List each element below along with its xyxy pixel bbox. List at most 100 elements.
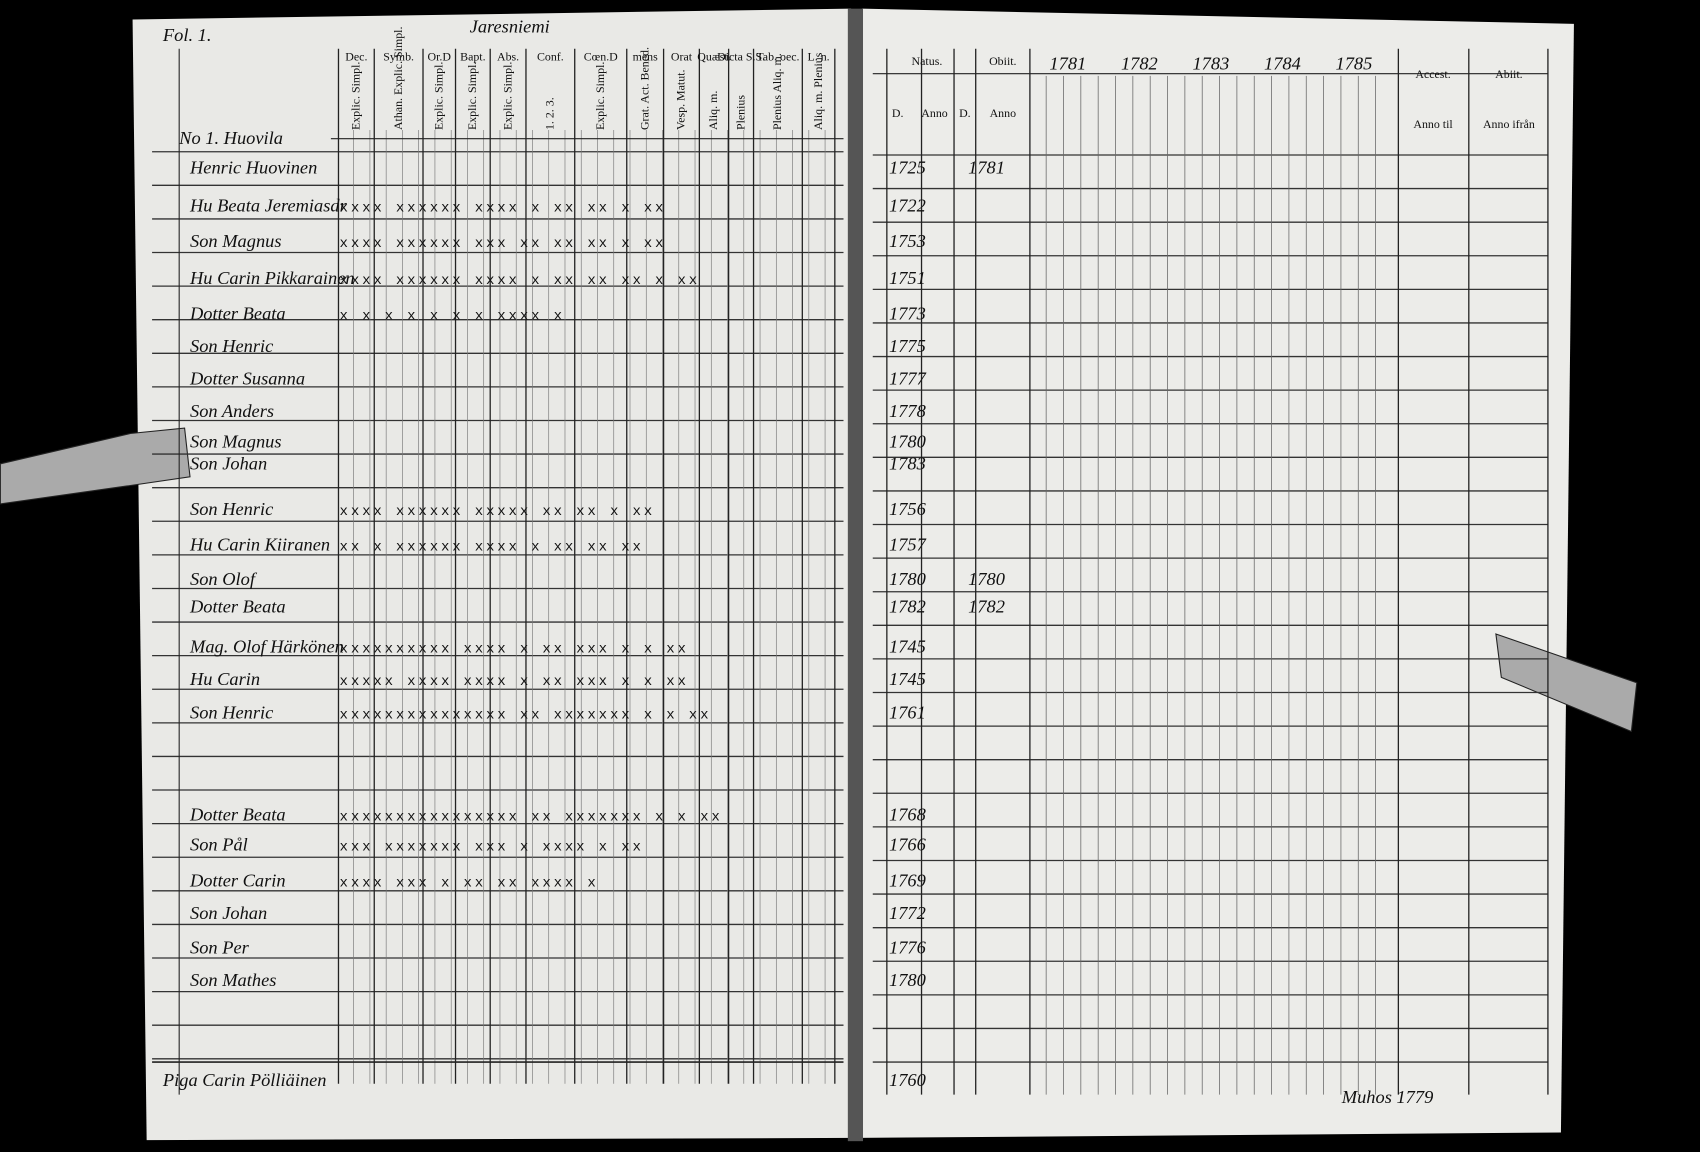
abiit: Abiit. — [1495, 67, 1522, 81]
column-sub: Explic. Simpl. — [465, 62, 479, 130]
anno-til: Anno til — [1413, 117, 1453, 131]
column-sub: Grat. Act. Bened. — [637, 47, 651, 130]
born: 1760 — [889, 1070, 926, 1090]
person-name: Son Johan — [190, 903, 267, 923]
died: 1781 — [968, 157, 1005, 177]
household: No 1. Huovila — [178, 128, 283, 148]
column-sub: Explic. Simpl. — [349, 62, 363, 130]
catechism-marks: xxxx xxx x xx xx xxxx x — [340, 875, 599, 891]
column-title: Orat — [671, 50, 693, 64]
born: 1745 — [889, 636, 926, 656]
column-sub: Explic. Simpl. — [593, 62, 607, 130]
person-name: Dotter Beata — [189, 304, 286, 324]
catechism-marks: xxxx xxxxxx xxxx x xx xx x xx — [340, 200, 667, 216]
column-title: Tab. oec. — [756, 50, 799, 64]
born: 1780 — [889, 569, 926, 589]
born: 1777 — [889, 369, 927, 389]
column-title: Abs. — [497, 50, 519, 64]
column-sub: Explic. Simpl. — [500, 62, 514, 130]
born: 1751 — [889, 268, 926, 288]
person-name: Hu Carin Kiiranen — [189, 535, 330, 555]
person-name: Son Johan — [190, 453, 267, 473]
column-title: Bapt. — [460, 50, 485, 64]
column-sub: Explic. Simpl. — [432, 62, 446, 130]
born: 1783 — [889, 453, 926, 473]
born: 1745 — [889, 669, 926, 689]
column-sub: Plenius — [733, 95, 747, 130]
column-title: Symb. — [383, 50, 414, 64]
column-sub: Aliq. m. — [706, 91, 720, 130]
person-name: Son Per — [190, 938, 250, 958]
person-name: Son Henric — [190, 703, 273, 723]
died-day: D. — [959, 106, 971, 120]
folio: Fol. 1. — [162, 25, 212, 45]
column-sub: Plenius Aliq. m. — [770, 53, 784, 130]
column-sub: 1. 2. 3. — [543, 97, 557, 130]
anno-ifran: Anno ifrån — [1483, 117, 1535, 131]
catechism-marks: xxx xxxxxxx xxx x xxxx x xx — [340, 840, 644, 856]
column-title: Or.D — [428, 50, 452, 64]
gutter — [847, 8, 864, 1142]
content: Dec.Explic. Simpl.Symb.Athan. Explic. Si… — [162, 27, 1372, 1090]
born: 1769 — [889, 870, 926, 890]
catechism-marks: xxxx xxxxxx xxx xx xx xx x xx — [340, 236, 667, 252]
village: Jaresniemi — [470, 17, 550, 37]
died: 1780 — [968, 569, 1005, 589]
born: 1772 — [889, 903, 926, 923]
born-day: D. — [892, 106, 904, 120]
person-name: Dotter Beata — [189, 596, 286, 616]
person-name: Dotter Beata — [189, 804, 286, 824]
person-name: Hu Carin Pikkarainen — [189, 268, 355, 288]
catechism-marks: xxxx xxxxxx xxxxx xx xx x xx — [340, 504, 655, 520]
person-name: Son Olof — [190, 569, 258, 589]
catechism-marks: xxxx xxxxxx xxxx x xx xx xx x xx — [340, 273, 701, 289]
column-title: L. n. — [807, 50, 829, 64]
born: 1775 — [889, 336, 926, 356]
right-page — [858, 8, 1574, 1138]
column-sub: Athan. Explic. Simpl. — [391, 27, 405, 131]
born: 1778 — [889, 401, 926, 421]
born: 1782 — [889, 596, 926, 616]
year-header: 1785 — [1336, 53, 1373, 73]
died-anno: Anno — [990, 106, 1017, 120]
person-name: Son Anders — [190, 401, 274, 421]
person-name: Son Magnus — [190, 231, 282, 251]
natus: Natus. — [912, 54, 943, 68]
column-title: Dec. — [345, 50, 367, 64]
person-name: Henric Huovinen — [189, 157, 317, 177]
born: 1766 — [889, 835, 927, 855]
born: 1753 — [889, 231, 926, 251]
accessit: Accest. — [1415, 67, 1450, 81]
year-header: 1781 — [1049, 53, 1086, 73]
person-name: Son Henric — [190, 336, 273, 356]
person-name: Son Pål — [190, 835, 248, 855]
born-anno: Anno — [921, 106, 948, 120]
column-title: Dicta S.S. — [717, 50, 765, 64]
person-name: Son Magnus — [190, 432, 282, 452]
born: 1722 — [889, 195, 926, 215]
column-title: Conf. — [537, 50, 564, 64]
catechism-marks: xxxxx xxxx xxxx x xx xxx x x xx — [340, 674, 689, 690]
catechism-marks: xxxxxxxxxxxxxxx xx xxxxxxx x x xx — [340, 708, 712, 724]
catechism-marks: x x x x x x x xxxx x — [340, 309, 565, 325]
catechism-marks: xx x xxxxxx xxxx x xx xx xx — [340, 540, 644, 556]
column-title: Cœn.D — [584, 50, 618, 64]
column-sub: Vesp. Matut. — [674, 70, 688, 131]
died: 1782 — [968, 596, 1005, 616]
clip-left — [0, 427, 191, 505]
year-header: 1782 — [1121, 53, 1158, 73]
year-header: 1783 — [1192, 53, 1229, 73]
person-name: Mag. Olof Härkönen — [189, 636, 344, 656]
born: 1768 — [889, 804, 926, 824]
person-name: Son Mathes — [190, 970, 276, 990]
column-title: Quæst. — [697, 50, 730, 64]
catechism-marks: xxxxxxxxxx xxxx x xx xxx x x xx — [340, 641, 689, 657]
catechism-marks: xxxxxxxxxxxxxxxx xx xxxxxxx x x xx — [340, 809, 723, 825]
rulings — [152, 48, 1549, 1095]
born: 1776 — [889, 938, 927, 958]
year-header: 1784 — [1264, 53, 1301, 73]
person-name: Son Henric — [190, 499, 273, 519]
obiit: Obiit. — [989, 54, 1016, 68]
